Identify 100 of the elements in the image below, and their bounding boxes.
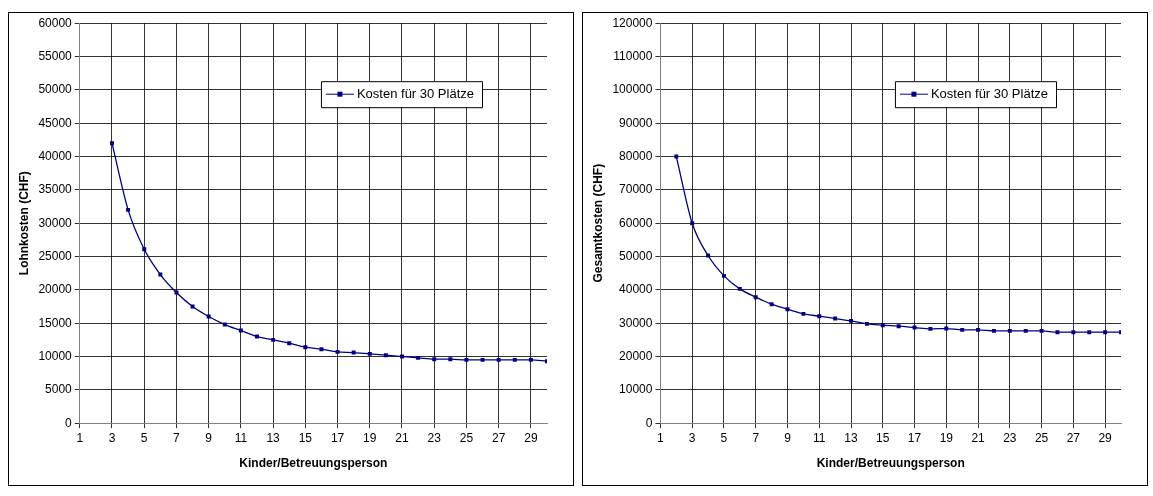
point [142,247,147,252]
legend-label: Kosten für 30 Plätze [930,85,1049,101]
x-tick-label: 1 [657,430,665,445]
point [960,327,965,332]
point [126,207,131,212]
x-tick-label: 23 [1003,430,1017,445]
point [864,321,869,326]
x-tick-label: 25 [1034,430,1049,445]
point [674,154,679,159]
y-tick-label: 30000 [38,215,73,230]
point [400,354,404,359]
point [464,357,469,362]
x-tick-label: 7 [173,430,181,445]
x-tick-label: 27 [1066,430,1081,445]
x-axis-title: Kinder/Betreuungsperson [239,456,388,471]
point [912,325,917,330]
x-tick-label: 9 [205,430,213,445]
point [976,327,981,332]
point [737,286,742,291]
point [721,273,726,278]
y-tick-label: 60000 [38,15,73,30]
point [880,323,885,328]
point [991,328,996,333]
y-tick-label: 90000 [619,115,653,130]
point [833,316,838,321]
point [174,290,179,295]
y-tick-label: 25000 [38,248,73,263]
point [319,347,324,352]
x-tick-label: 1 [76,430,84,445]
point [158,272,163,277]
point [432,357,437,362]
y-tick-label: 55000 [38,48,73,63]
x-tick-label: 21 [395,430,409,445]
point [367,351,372,356]
x-tick-label: 17 [330,430,345,445]
y-tick-label: 110000 [613,48,653,63]
point [416,355,421,360]
x-tick-label: 7 [752,430,760,445]
x-axis-title: Kinder/Betreuungsperson [816,456,965,471]
x-tick-label: 15 [876,430,890,445]
y-tick-label: 40000 [38,148,73,163]
x-tick-label: 29 [524,430,538,445]
point [190,304,195,309]
point [255,334,259,339]
y-tick-label: 10000 [619,382,653,397]
point [271,337,276,342]
y-tick-label: 45000 [38,115,73,130]
y-tick-label: 10000 [38,348,73,363]
y-tick-label: 20000 [38,282,73,297]
point [753,295,758,300]
y-tick-label: 50000 [38,82,73,97]
y-tick-label: 60000 [619,215,653,230]
point [896,324,901,329]
point [690,221,695,226]
point [512,357,517,362]
point [1055,330,1060,335]
x-tick-label: 5 [140,430,148,445]
x-tick-label: 11 [813,430,826,445]
x-tick-label: 13 [266,430,281,445]
y-tick-label: 30000 [619,315,653,330]
point [928,326,933,331]
point [1007,328,1012,333]
x-tick-label: 5 [720,430,728,445]
y-tick-label: 5000 [45,382,73,397]
point [287,341,292,346]
point [496,357,501,362]
point [1087,330,1092,335]
y-tick-label: 120000 [612,15,653,30]
y-tick-label: 40000 [619,282,653,297]
x-tick-label: 21 [971,430,986,445]
point [1039,328,1044,333]
point [110,141,114,146]
x-tick-label: 29 [1098,430,1113,445]
point [448,357,453,362]
x-tick-label: 23 [427,430,442,445]
x-tick-label: 25 [459,430,474,445]
y-tick-label: 20000 [619,348,653,363]
y-tick-label: 80000 [619,148,653,163]
x-tick-label: 9 [784,430,792,445]
point [206,314,211,319]
y-tick-label: 70000 [619,182,653,197]
y-tick-label: 50000 [619,248,653,263]
point [222,322,227,327]
x-tick-label: 11 [234,430,248,445]
y-tick-label: 35000 [38,182,73,197]
point [238,328,243,333]
point [706,253,711,258]
x-tick-label: 15 [298,430,313,445]
point [801,311,806,316]
point [817,314,822,319]
point [849,318,853,323]
x-tick-label: 3 [108,430,116,445]
y-axis-title: Lohnkosten (CHF) [16,171,31,276]
point [769,302,774,307]
point [480,357,485,362]
point [303,345,308,350]
x-tick-label: 19 [939,430,954,445]
y-tick-label: 100000 [612,82,653,97]
y-tick-label: 15000 [38,315,73,330]
y-tick-label: 0 [645,415,653,430]
